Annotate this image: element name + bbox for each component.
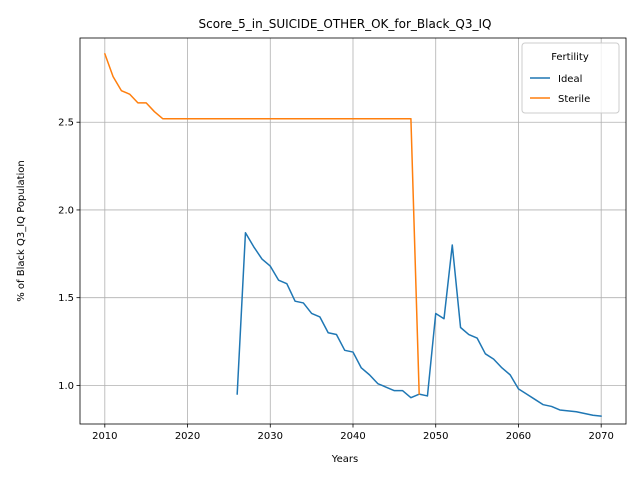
chart-title: Score_5_in_SUICIDE_OTHER_OK_for_Black_Q3… (199, 17, 492, 31)
legend-title: Fertility (551, 52, 589, 63)
legend: Fertility Ideal Sterile (521, 42, 620, 114)
grid (80, 38, 626, 424)
y-axis: 1.0 1.5 2.0 2.5 (58, 118, 80, 392)
x-tick-label: 2030 (258, 431, 283, 442)
y-tick-label: 2.0 (58, 205, 74, 216)
legend-label-ideal: Ideal (558, 74, 582, 85)
legend-label-sterile: Sterile (558, 94, 590, 105)
legend-box (521, 42, 620, 114)
x-tick-label: 2050 (423, 431, 448, 442)
x-tick-label: 2060 (506, 431, 531, 442)
series-line-sterile (104, 53, 420, 395)
x-tick-label: 2020 (175, 431, 200, 442)
y-tick-label: 2.5 (58, 118, 74, 129)
x-tick-label: 2070 (588, 431, 613, 442)
x-axis-label: Years (331, 454, 358, 465)
series-layer (104, 53, 602, 417)
x-axis: 2010 2020 2030 2040 2050 2060 2070 (92, 424, 614, 442)
y-tick-label: 1.0 (58, 381, 74, 392)
y-tick-label: 1.5 (58, 293, 74, 304)
x-tick-label: 2040 (340, 431, 365, 442)
x-tick-label: 2010 (92, 431, 117, 442)
y-axis-label: % of Black Q3_IQ Population (16, 160, 27, 302)
